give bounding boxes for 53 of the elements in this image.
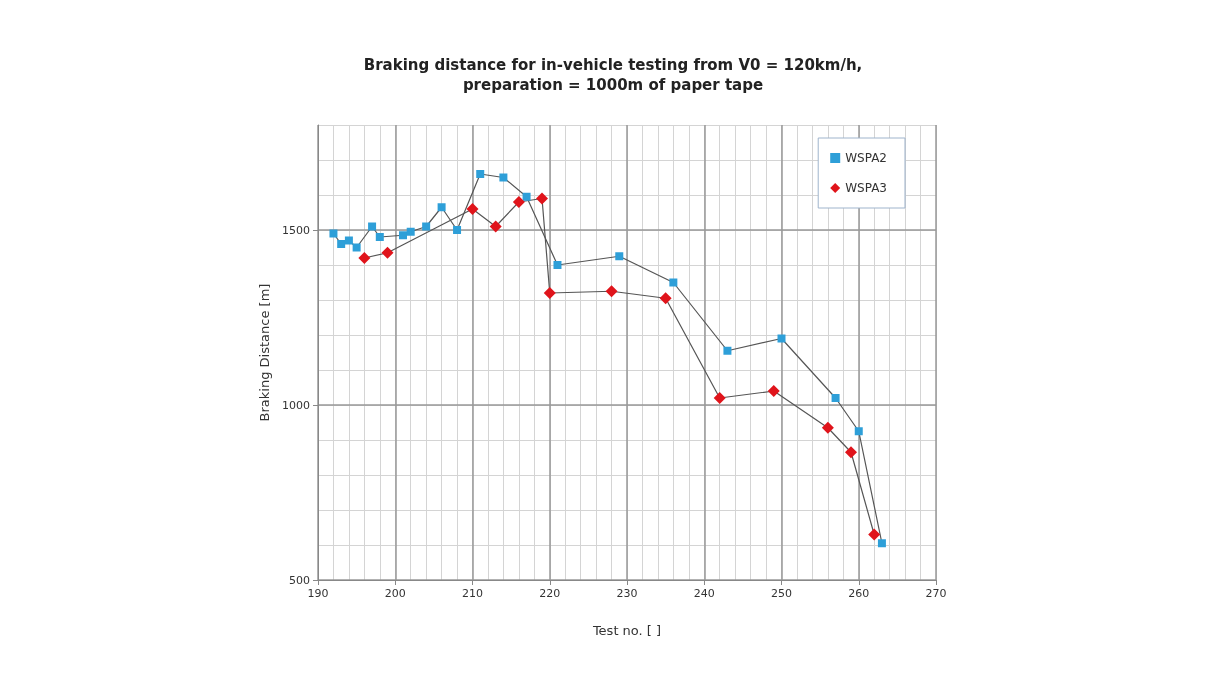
point <box>453 226 462 234</box>
point <box>499 173 508 182</box>
point <box>437 203 446 212</box>
x-tick-label: 250 <box>771 587 792 600</box>
point <box>723 346 732 355</box>
x-tick-label: 220 <box>539 587 561 600</box>
x-tick-label: 240 <box>693 587 715 600</box>
point <box>329 229 338 238</box>
point <box>543 287 556 299</box>
x-tick-label: 230 <box>616 587 638 600</box>
point <box>406 227 415 236</box>
point <box>767 385 780 397</box>
point <box>713 392 726 404</box>
x-tick-label: 200 <box>384 587 406 600</box>
point <box>553 261 562 269</box>
y-tick-label: 1500 <box>282 223 310 237</box>
point <box>659 292 672 305</box>
point <box>368 222 377 231</box>
point <box>669 278 678 287</box>
x-tick-label: 190 <box>307 587 329 600</box>
point <box>831 394 840 402</box>
point <box>615 252 624 261</box>
point <box>777 334 786 343</box>
point <box>352 243 361 252</box>
point <box>476 170 485 178</box>
x-tick-label: 210 <box>462 587 483 600</box>
y-axis-title: Braking Distance [m] <box>257 283 273 422</box>
y-tick-label: 500 <box>289 573 310 587</box>
point <box>398 231 407 240</box>
point <box>489 220 502 233</box>
point <box>868 528 881 541</box>
x-axis-title: Test no. [ ] <box>591 623 662 638</box>
x-tick-label: 270 <box>925 587 947 600</box>
legend-label: WSPA2 <box>845 151 887 165</box>
point <box>381 246 394 259</box>
point <box>466 203 479 215</box>
point <box>422 222 431 231</box>
point <box>605 285 618 298</box>
y-tick-label: 1000 <box>282 398 310 412</box>
point <box>522 192 531 201</box>
point <box>512 196 525 208</box>
point <box>536 192 549 205</box>
point <box>344 236 353 245</box>
point <box>375 233 384 241</box>
legend-label: WSPA3 <box>845 181 887 195</box>
point <box>358 252 371 264</box>
point <box>337 240 346 248</box>
point <box>845 446 858 459</box>
x-tick-label: 260 <box>848 587 870 600</box>
point <box>854 427 863 436</box>
point <box>877 539 886 548</box>
point <box>821 421 834 434</box>
chart-title: Braking distance for in-vehicle testing from V0 = 120km/h, preparation = 1000m of paper tape <box>363 56 863 94</box>
